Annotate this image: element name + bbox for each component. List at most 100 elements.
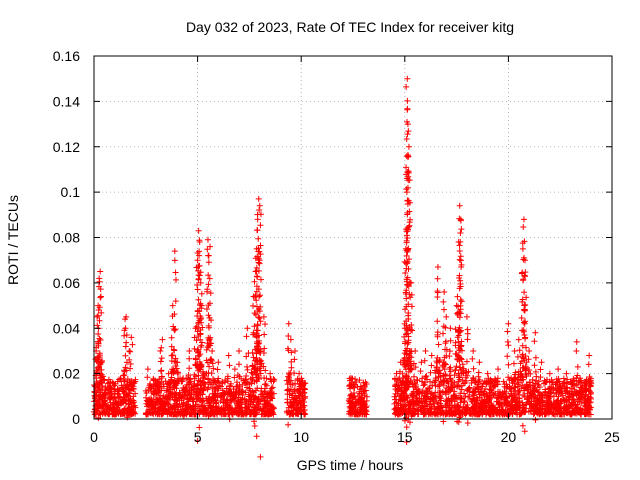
data-point bbox=[124, 381, 131, 388]
data-point bbox=[197, 408, 204, 415]
data-point bbox=[145, 411, 152, 418]
data-point bbox=[223, 396, 230, 403]
data-point bbox=[210, 409, 217, 416]
data-point bbox=[351, 384, 358, 391]
data-point bbox=[124, 376, 131, 383]
data-point bbox=[204, 386, 211, 393]
data-point bbox=[360, 400, 367, 407]
y-tick-label: 0.12 bbox=[53, 139, 80, 155]
y-axis-label: ROTI / TECUs bbox=[5, 195, 21, 285]
data-point bbox=[126, 390, 133, 397]
data-point bbox=[217, 397, 224, 404]
data-point bbox=[146, 384, 153, 391]
data-point bbox=[505, 361, 512, 368]
data-point bbox=[183, 401, 190, 408]
data-point bbox=[187, 375, 194, 382]
data-point bbox=[210, 376, 217, 383]
data-point bbox=[258, 387, 265, 394]
data-point bbox=[248, 369, 255, 376]
data-point bbox=[244, 379, 251, 386]
data-point bbox=[203, 346, 210, 353]
grid-layer bbox=[94, 56, 612, 419]
data-point bbox=[188, 386, 195, 393]
data-point bbox=[287, 411, 294, 418]
data-point bbox=[260, 405, 267, 412]
data-point bbox=[190, 398, 197, 405]
data-point bbox=[215, 404, 222, 411]
y-tick-label: 0.04 bbox=[53, 320, 80, 336]
data-point bbox=[220, 399, 227, 406]
data-point bbox=[261, 394, 268, 401]
data-point bbox=[221, 411, 228, 418]
data-point bbox=[435, 341, 442, 348]
data-point bbox=[153, 398, 160, 405]
data-point bbox=[212, 400, 219, 407]
data-point bbox=[297, 407, 304, 414]
data-point bbox=[154, 380, 161, 387]
data-point bbox=[201, 375, 208, 382]
data-point bbox=[152, 410, 159, 417]
data-point bbox=[231, 407, 238, 414]
data-point bbox=[104, 390, 111, 397]
data-point bbox=[224, 404, 231, 411]
data-point bbox=[117, 375, 124, 382]
data-point bbox=[353, 400, 360, 407]
y-tick-label: 0.02 bbox=[53, 366, 80, 382]
data-point bbox=[243, 398, 250, 405]
y-tick-label: 0 bbox=[72, 411, 80, 427]
data-point bbox=[239, 381, 246, 388]
data-point bbox=[156, 401, 163, 408]
data-point bbox=[98, 366, 105, 373]
data-point bbox=[172, 355, 179, 362]
data-point bbox=[158, 405, 165, 412]
data-points bbox=[91, 75, 595, 460]
data-point bbox=[345, 397, 352, 404]
data-point bbox=[184, 395, 191, 402]
data-point bbox=[346, 381, 353, 388]
data-point bbox=[232, 408, 239, 415]
data-point bbox=[117, 394, 124, 401]
data-point bbox=[211, 377, 218, 384]
chart-title: Day 032 of 2023, Rate Of TEC Index for r… bbox=[186, 19, 514, 35]
data-point bbox=[186, 403, 193, 410]
data-point bbox=[346, 395, 353, 402]
data-point bbox=[184, 409, 191, 416]
data-point bbox=[186, 376, 193, 383]
data-point bbox=[116, 376, 123, 383]
y-tick-label: 0.1 bbox=[61, 184, 81, 200]
data-point bbox=[105, 379, 112, 386]
data-point bbox=[101, 397, 108, 404]
data-point bbox=[267, 388, 274, 395]
data-point bbox=[199, 397, 206, 404]
x-tick-label: 5 bbox=[194, 429, 202, 445]
data-point bbox=[262, 367, 269, 374]
data-point bbox=[226, 383, 233, 390]
data-point bbox=[188, 404, 195, 411]
data-point bbox=[294, 375, 301, 382]
data-point bbox=[168, 410, 175, 417]
x-tick-label: 10 bbox=[293, 429, 309, 445]
data-point bbox=[179, 403, 186, 410]
y-tick-label: 0.16 bbox=[53, 48, 80, 64]
data-point bbox=[237, 401, 244, 408]
data-point bbox=[156, 399, 163, 406]
data-point bbox=[181, 391, 188, 398]
data-point bbox=[107, 384, 114, 391]
data-point bbox=[194, 403, 201, 410]
data-point bbox=[221, 379, 228, 386]
data-point bbox=[225, 407, 232, 414]
data-point bbox=[95, 403, 102, 410]
data-point bbox=[201, 406, 208, 413]
x-tick-label: 20 bbox=[501, 429, 517, 445]
x-tick-label: 25 bbox=[604, 429, 620, 445]
x-tick-label: 15 bbox=[397, 429, 413, 445]
data-point bbox=[297, 399, 304, 406]
data-point bbox=[211, 410, 218, 417]
data-point bbox=[363, 393, 370, 400]
data-point bbox=[299, 390, 306, 397]
data-point bbox=[160, 393, 167, 400]
data-point bbox=[243, 410, 250, 417]
data-point bbox=[230, 396, 237, 403]
data-point bbox=[142, 394, 149, 401]
